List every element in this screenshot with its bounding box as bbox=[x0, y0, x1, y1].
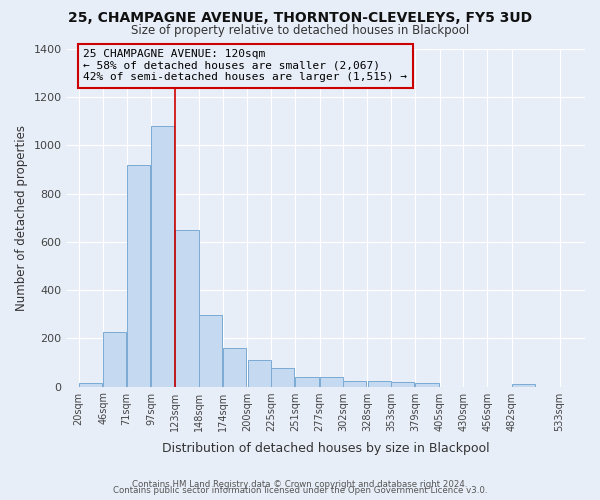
Bar bbox=[127, 164, 150, 386]
Bar bbox=[175, 230, 199, 386]
Bar bbox=[343, 380, 367, 386]
Bar bbox=[415, 383, 439, 386]
Text: Contains HM Land Registry data © Crown copyright and database right 2024.: Contains HM Land Registry data © Crown c… bbox=[132, 480, 468, 489]
Bar bbox=[320, 378, 343, 386]
Bar bbox=[271, 368, 294, 386]
Bar bbox=[391, 382, 414, 386]
Bar bbox=[103, 332, 127, 386]
Bar bbox=[151, 126, 174, 386]
Text: Size of property relative to detached houses in Blackpool: Size of property relative to detached ho… bbox=[131, 24, 469, 37]
Text: 25 CHAMPAGNE AVENUE: 120sqm
← 58% of detached houses are smaller (2,067)
42% of : 25 CHAMPAGNE AVENUE: 120sqm ← 58% of det… bbox=[83, 50, 407, 82]
Bar bbox=[368, 381, 391, 386]
Bar bbox=[512, 384, 535, 386]
Bar bbox=[79, 383, 102, 386]
Text: Contains public sector information licensed under the Open Government Licence v3: Contains public sector information licen… bbox=[113, 486, 487, 495]
Bar bbox=[223, 348, 247, 387]
Bar bbox=[295, 377, 319, 386]
Bar bbox=[248, 360, 271, 386]
Text: 25, CHAMPAGNE AVENUE, THORNTON-CLEVELEYS, FY5 3UD: 25, CHAMPAGNE AVENUE, THORNTON-CLEVELEYS… bbox=[68, 11, 532, 25]
Y-axis label: Number of detached properties: Number of detached properties bbox=[15, 125, 28, 311]
Bar bbox=[199, 316, 222, 386]
X-axis label: Distribution of detached houses by size in Blackpool: Distribution of detached houses by size … bbox=[162, 442, 490, 455]
